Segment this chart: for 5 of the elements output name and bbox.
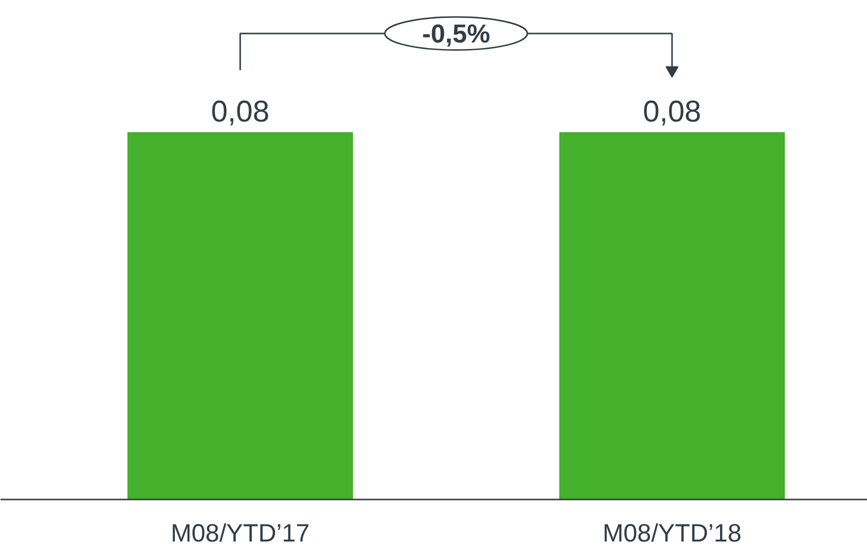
x-tick-label: M08/YTD’18 <box>602 520 742 548</box>
data-label: 0,08 <box>210 96 270 129</box>
x-tick-label: M08/YTD’17 <box>170 520 310 548</box>
data-label: 0,08 <box>642 96 702 129</box>
text: -0,5% <box>422 18 490 49</box>
